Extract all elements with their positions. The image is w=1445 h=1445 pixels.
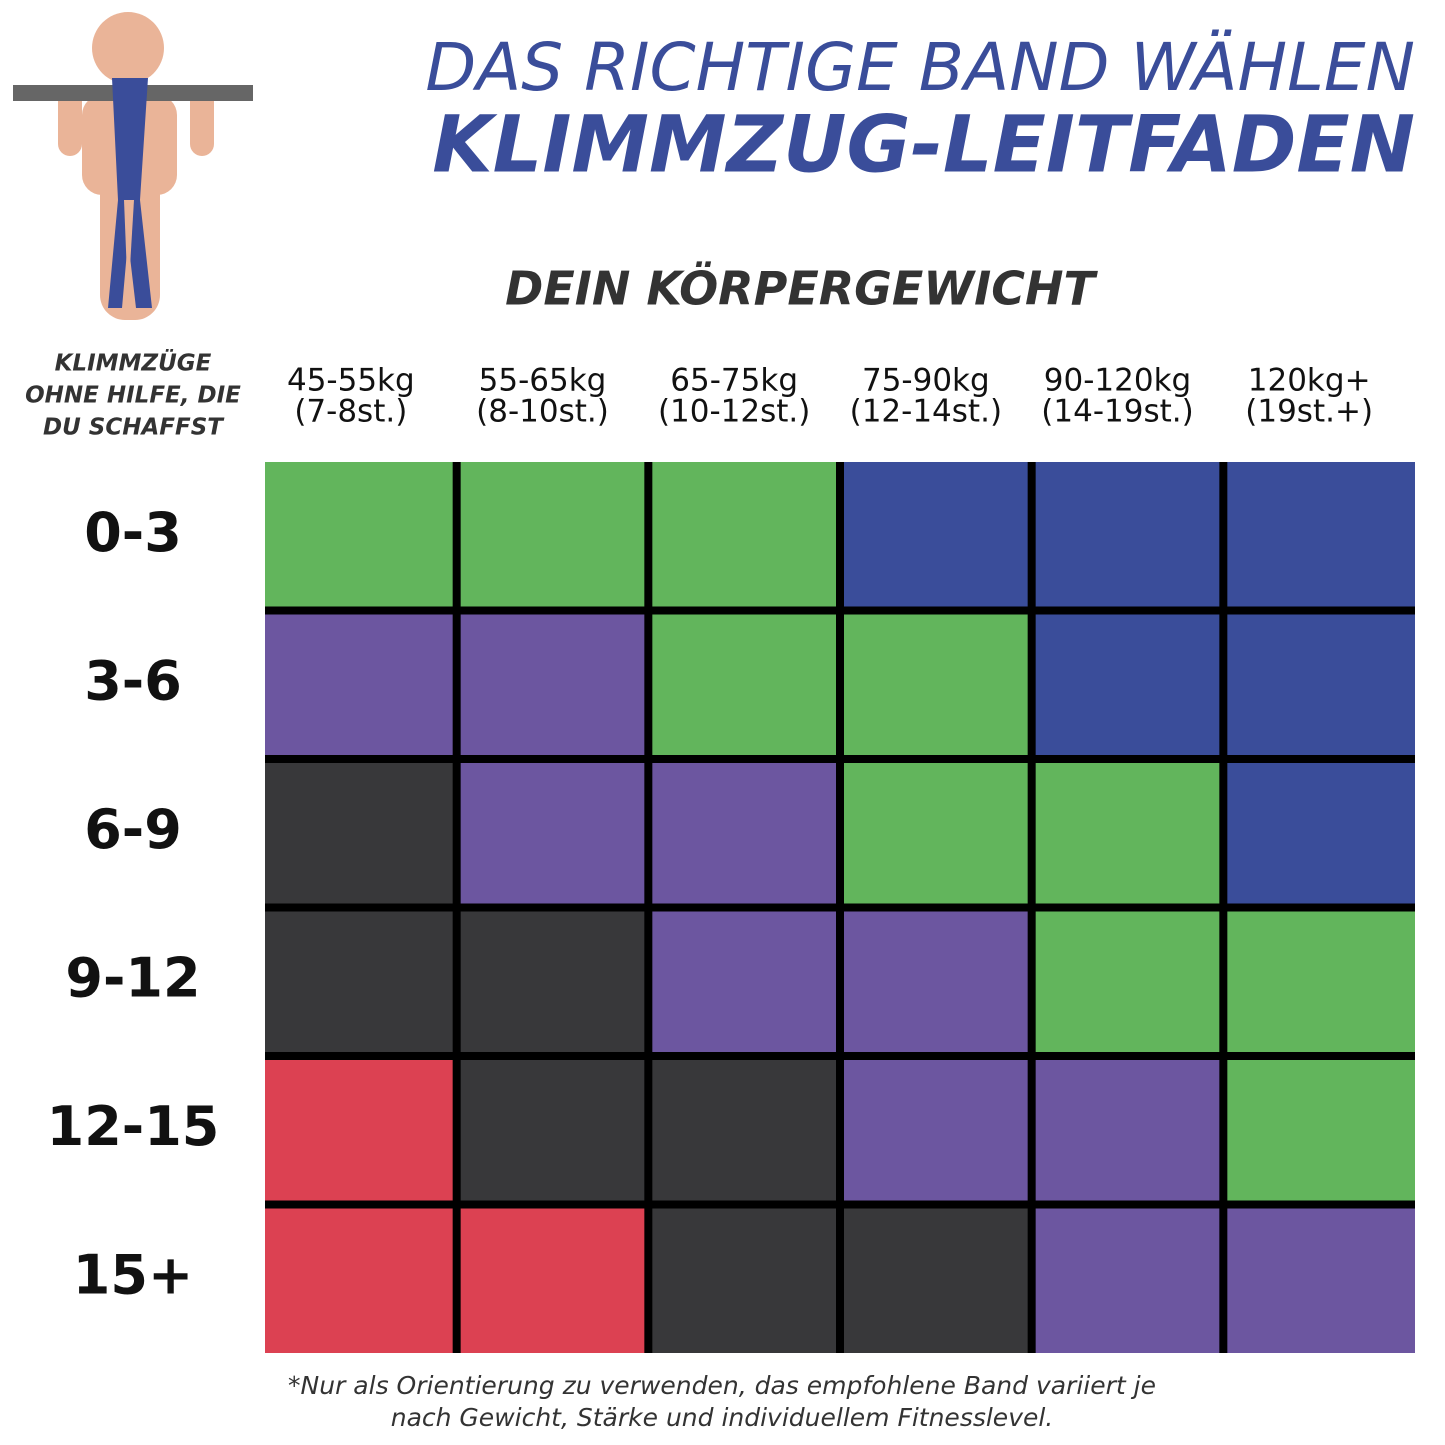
row-heading: KLIMMZÜGE: [55, 349, 212, 377]
column-label: 65-75kg: [670, 363, 798, 399]
band-cell: [844, 614, 1028, 755]
column-label: 75-90kg: [862, 363, 990, 399]
band-cell: [1227, 911, 1415, 1052]
band-cell: [460, 911, 645, 1052]
footnote: *Nur als Orientierung zu verwenden, das …: [288, 1371, 1156, 1400]
band-cell: [844, 462, 1028, 607]
band-cell: [844, 1208, 1028, 1353]
band-cell: [460, 1208, 645, 1353]
column-label: (7-8st.): [294, 394, 407, 430]
row-heading: OHNE HILFE, DIE: [25, 383, 241, 409]
band-cell: [844, 763, 1028, 904]
column-label: (12-14st.): [850, 394, 1002, 430]
band-cell: [265, 1208, 453, 1353]
band-cell: [1035, 462, 1220, 607]
row-label: 9-12: [65, 946, 200, 1009]
footnote: nach Gewicht, Stärke und individuellem F…: [391, 1403, 1054, 1432]
column-heading: DEIN KÖRPERGEWICHT: [505, 262, 1098, 316]
band-cell: [265, 1060, 453, 1201]
band-cell: [1227, 1208, 1415, 1353]
band-cell: [1227, 763, 1415, 904]
band-cell: [1227, 614, 1415, 755]
band-cell: [1035, 763, 1220, 904]
row-label: 3-6: [84, 649, 182, 712]
column-label: (10-12st.): [658, 394, 810, 430]
band-cell: [1227, 1060, 1415, 1201]
grid-background: [265, 462, 1415, 1353]
row-label: 0-3: [84, 501, 182, 564]
column-label: 55-65kg: [479, 363, 607, 399]
band-cell: [1035, 614, 1220, 755]
column-label: 90-120kg: [1044, 363, 1191, 399]
band-cell: [652, 1060, 836, 1201]
row-label: 12-15: [47, 1095, 220, 1158]
band-cell: [844, 911, 1028, 1052]
row-label: 15+: [73, 1243, 193, 1306]
band-cell: [1227, 462, 1415, 607]
band-cell: [460, 1060, 645, 1201]
band-cell: [1035, 1060, 1220, 1201]
row-heading: DU SCHAFFST: [43, 415, 225, 441]
column-label: (8-10st.): [476, 394, 609, 430]
pullup-figure: [13, 12, 253, 320]
band-cell: [652, 911, 836, 1052]
column-label: 45-55kg: [287, 363, 415, 399]
band-cell: [460, 763, 645, 904]
subtitle: KLIMMZUG-LEITFADEN: [432, 100, 1415, 190]
band-cell: [265, 462, 453, 607]
band-cell: [265, 763, 453, 904]
band-cell: [652, 614, 836, 755]
band-cell: [652, 763, 836, 904]
band-cell: [460, 462, 645, 607]
band-cell: [652, 1208, 836, 1353]
row-label: 6-9: [84, 798, 182, 861]
band-cell: [265, 911, 453, 1052]
column-label: (14-19st.): [1041, 394, 1193, 430]
title: DAS RICHTIGE BAND WÄHLEN: [425, 29, 1415, 106]
column-label: (19st.+): [1245, 394, 1373, 430]
band-cell: [265, 614, 453, 755]
band-cell: [460, 614, 645, 755]
band-cell: [844, 1060, 1028, 1201]
band-cell: [1035, 911, 1220, 1052]
band-cell: [1035, 1208, 1220, 1353]
band-cell: [652, 462, 836, 607]
column-label: 120kg+: [1248, 363, 1371, 399]
